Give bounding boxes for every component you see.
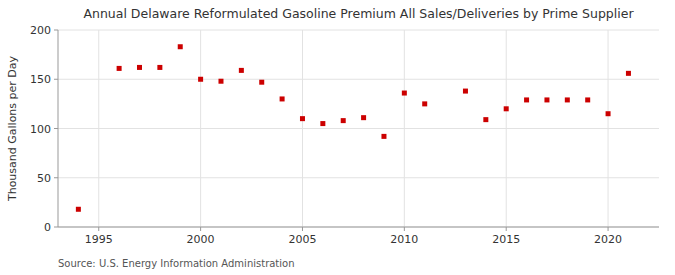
x-tick-label: 2005 bbox=[288, 233, 316, 246]
x-axis-line bbox=[58, 227, 659, 228]
point bbox=[259, 80, 264, 85]
point bbox=[117, 66, 122, 71]
point bbox=[402, 91, 407, 96]
grid bbox=[58, 30, 659, 227]
title: Annual Delaware Reformulated Gasoline Pr… bbox=[83, 6, 634, 21]
x-tick-label: 2020 bbox=[594, 233, 622, 246]
point bbox=[300, 116, 305, 121]
y-tick-label: 50 bbox=[37, 172, 51, 185]
point bbox=[239, 68, 244, 73]
y-tick bbox=[54, 128, 58, 129]
point bbox=[565, 97, 570, 102]
y-tick bbox=[54, 177, 58, 178]
point bbox=[137, 65, 142, 70]
point bbox=[524, 97, 529, 102]
y-tick bbox=[54, 79, 58, 80]
x-tick-label: 2015 bbox=[492, 233, 520, 246]
x-tick bbox=[404, 227, 405, 231]
x-tick bbox=[506, 227, 507, 231]
y-grid-line bbox=[58, 177, 659, 178]
x-tick-label: 1995 bbox=[85, 233, 113, 246]
x-tick bbox=[200, 227, 201, 231]
y-grid-line bbox=[58, 30, 659, 31]
y-tick-label: 200 bbox=[30, 24, 51, 37]
point bbox=[585, 97, 590, 102]
x-grid-line bbox=[200, 30, 201, 227]
point bbox=[381, 134, 386, 139]
point bbox=[626, 71, 631, 76]
y-tick-label: 0 bbox=[44, 221, 51, 234]
x-grid-line bbox=[404, 30, 405, 227]
point bbox=[198, 77, 203, 82]
x-grid-line bbox=[608, 30, 609, 227]
y-tick-label: 150 bbox=[30, 73, 51, 86]
point bbox=[76, 207, 81, 212]
x-tick-label: 2000 bbox=[187, 233, 215, 246]
point bbox=[157, 65, 162, 70]
point bbox=[178, 44, 183, 49]
point bbox=[544, 97, 549, 102]
x-tick bbox=[302, 227, 303, 231]
point bbox=[606, 111, 611, 116]
x-tick bbox=[608, 227, 609, 231]
point bbox=[504, 106, 509, 111]
point bbox=[280, 96, 285, 101]
chart-svg: 1995 2000 2005 2010 2015 2020 0 50 100 150 200 Annu… bbox=[0, 0, 675, 275]
y-tick-label: 100 bbox=[30, 123, 51, 136]
x-tick-label: 2010 bbox=[390, 233, 418, 246]
point bbox=[422, 101, 427, 106]
point bbox=[483, 117, 488, 122]
y-tick bbox=[54, 30, 58, 31]
point bbox=[463, 89, 468, 94]
source-annotation: Source: U.S. Energy Information Administ… bbox=[58, 258, 295, 269]
x-grid-line bbox=[98, 30, 99, 227]
point bbox=[361, 115, 366, 120]
y-grid-line bbox=[58, 128, 659, 129]
point bbox=[320, 121, 325, 126]
point bbox=[218, 79, 223, 84]
y-grid-line bbox=[58, 227, 659, 228]
point bbox=[341, 118, 346, 123]
y-tick bbox=[54, 227, 58, 228]
x-grid-line bbox=[506, 30, 507, 227]
y-grid-line bbox=[58, 79, 659, 80]
points bbox=[76, 44, 631, 212]
chart-container: 1995 2000 2005 2010 2015 2020 0 50 100 150 200 Annu… bbox=[0, 0, 675, 275]
x-grid-line bbox=[302, 30, 303, 227]
x-tick bbox=[98, 227, 99, 231]
y-axis-label: Thousand Gallons per Day bbox=[6, 55, 19, 202]
